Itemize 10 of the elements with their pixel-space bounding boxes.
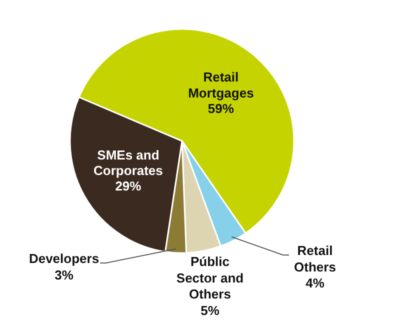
slice-label: Retail Others	[294, 243, 336, 274]
slice-label: Públic Sector and Others	[176, 254, 244, 302]
data-label: 59%	[208, 100, 234, 116]
data-label: 29%	[115, 178, 142, 194]
data-label: 4%	[306, 276, 325, 290]
slice-label: Developers	[28, 251, 100, 266]
data-label: 5%	[200, 302, 220, 318]
data-label: 3%	[54, 267, 74, 282]
slice-label: SMEs and Corporates	[94, 147, 163, 178]
slice-label: Retail Mortgages	[188, 70, 254, 100]
